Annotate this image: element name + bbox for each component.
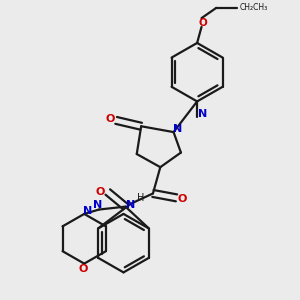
Text: N: N (173, 124, 183, 134)
Text: CH₂CH₃: CH₂CH₃ (240, 3, 268, 12)
Text: N: N (83, 206, 92, 216)
Text: O: O (96, 187, 105, 197)
Text: O: O (106, 114, 115, 124)
Text: N: N (126, 200, 136, 210)
Text: O: O (199, 17, 207, 28)
Text: O: O (78, 265, 87, 275)
Text: H: H (137, 194, 145, 203)
Text: O: O (178, 194, 187, 204)
Text: N: N (198, 109, 207, 119)
Text: N: N (93, 200, 102, 210)
